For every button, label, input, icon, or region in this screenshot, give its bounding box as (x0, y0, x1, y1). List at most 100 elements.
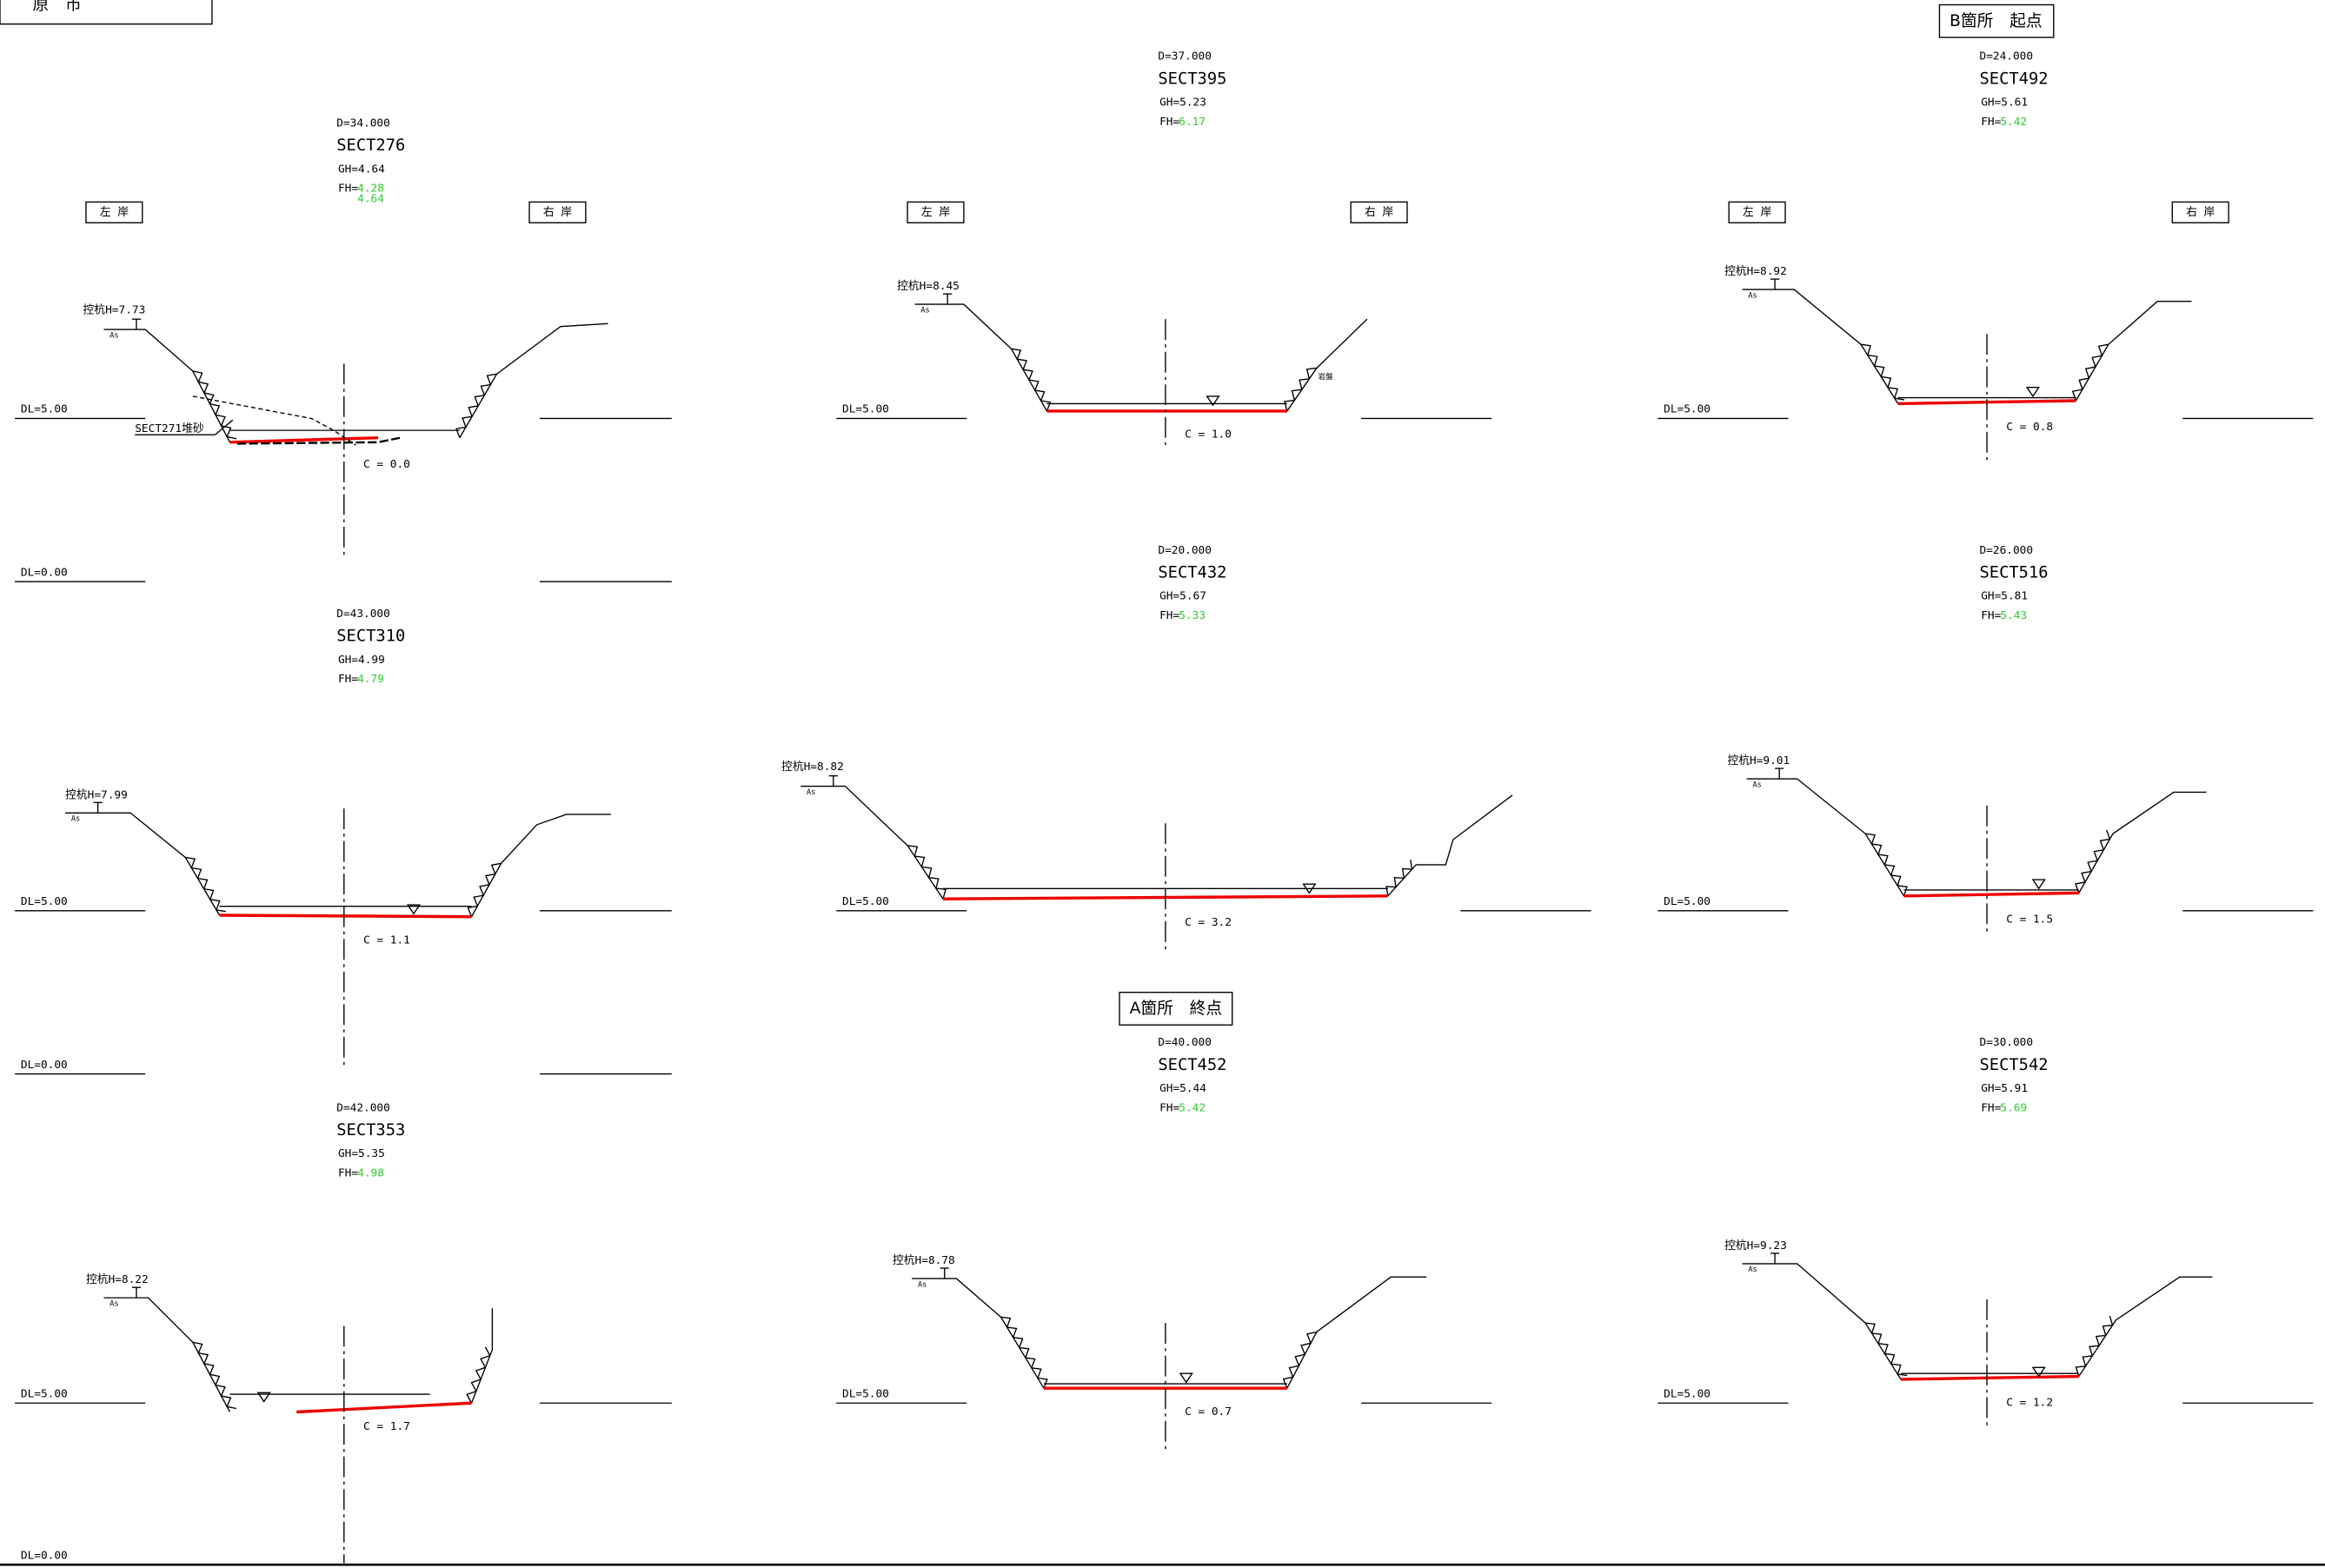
ground-left (65, 812, 221, 916)
revetment (2071, 343, 2109, 402)
b-start-text: B箇所 起点 (1950, 11, 2043, 30)
water-mark (1206, 395, 1220, 407)
bank-label: 右 岸 (2186, 206, 2215, 219)
datum-label: DL=0.00 (21, 1059, 68, 1072)
bank-label: 左 岸 (921, 206, 950, 219)
as-label: As (1748, 291, 1757, 300)
section-name: SECT492 (1980, 70, 2049, 88)
fh: 5.69 (2000, 1101, 2027, 1114)
fh: 4.98 (357, 1166, 384, 1179)
riverbed (1901, 1374, 2079, 1381)
riverbed (229, 435, 379, 444)
fh: 5.42 (2000, 116, 2027, 129)
bank-label: 左 岸 (100, 206, 129, 219)
gh: GH=5.44 (1159, 1082, 1206, 1095)
ground-right (459, 322, 608, 438)
gh: GH=5.67 (1159, 590, 1206, 603)
revetment (1000, 1316, 1048, 1389)
stake-label: 控杭H=8.45 (897, 280, 960, 293)
revetment (1011, 348, 1052, 412)
fh: 4.64 (357, 192, 384, 205)
ground-left (1742, 289, 1899, 404)
deposit-label: SECT271堆砂 (135, 422, 204, 435)
ground-right (1387, 794, 1513, 897)
fh-prefix: FH= (1159, 609, 1179, 622)
section-name: SECT542 (1980, 1056, 2049, 1074)
revetment (185, 856, 226, 913)
section-name: SECT310 (336, 628, 405, 646)
fh-prefix: FH= (1981, 609, 2001, 622)
c-label: C = 1.7 (363, 1420, 410, 1433)
datum-label: DL=5.00 (21, 895, 68, 908)
fh: 6.17 (1179, 116, 1206, 129)
revetment (466, 1346, 491, 1404)
section-name: SECT516 (1980, 563, 2049, 581)
datum-label: DL=5.00 (842, 403, 889, 416)
ground-left (914, 303, 1048, 412)
c-label: C = 0.0 (363, 458, 410, 471)
gh: GH=5.61 (1981, 96, 2028, 110)
ground-right (470, 814, 611, 918)
revetment (907, 845, 947, 900)
distance: D=42.000 (336, 1101, 390, 1114)
ground-right (2078, 791, 2207, 894)
fh: 5.43 (2000, 609, 2027, 622)
distance: D=24.000 (1980, 50, 2034, 63)
bank-box (528, 201, 587, 223)
ground-left (800, 785, 944, 900)
bank-box (1350, 201, 1408, 223)
revetment (192, 370, 237, 440)
revetment (2075, 1315, 2114, 1377)
revetment (1865, 1322, 1908, 1377)
distance: D=34.000 (336, 116, 390, 130)
water-mark (1179, 1372, 1193, 1384)
distance: D=40.000 (1158, 1036, 1212, 1049)
datum-label: DL=0.00 (21, 1549, 68, 1562)
as-label: As (110, 1299, 118, 1308)
ground-left (912, 1278, 1045, 1389)
section-name: SECT432 (1158, 563, 1226, 581)
gh: GH=5.91 (1981, 1082, 2028, 1095)
c-label: C = 0.8 (2006, 421, 2053, 434)
as-label: As (918, 1280, 927, 1289)
riverbed (219, 914, 472, 919)
gh: GH=4.64 (338, 163, 385, 176)
as-label: As (1748, 1266, 1757, 1274)
a-end-box (1119, 992, 1233, 1026)
water-mark (256, 1392, 271, 1403)
fh-prefix: FH= (338, 183, 358, 196)
section-name: SECT276 (336, 136, 405, 155)
riverbed (1903, 891, 2079, 898)
a-end-text: A箇所 終点 (1130, 999, 1223, 1018)
ground-right (470, 1308, 494, 1404)
bank-box (2171, 201, 2229, 223)
old-bed (236, 436, 401, 445)
stake-label: 控杭H=9.01 (1727, 754, 1790, 767)
section-name: SECT395 (1158, 70, 1226, 88)
c-label: C = 1.5 (2006, 914, 2053, 927)
bank-label: 右 岸 (1365, 206, 1393, 219)
title-text: 原 市 (33, 0, 82, 14)
revetment (1284, 367, 1318, 412)
water-mark (1302, 883, 1317, 894)
datum-label: DL=5.00 (1664, 1388, 1711, 1401)
distance: D=37.000 (1158, 50, 1212, 63)
c-label: C = 1.2 (2006, 1397, 2053, 1410)
as-label: As (110, 331, 118, 340)
fh-prefix: FH= (338, 1166, 358, 1179)
section-name: SECT353 (336, 1121, 405, 1139)
c-label: C = 1.1 (363, 933, 410, 947)
revetment (1385, 860, 1413, 896)
stake-label: 控杭H=7.73 (83, 303, 146, 316)
ground-right (2078, 1276, 2213, 1377)
revetment (192, 1341, 237, 1410)
revetment (455, 373, 497, 438)
distance: D=26.000 (1980, 544, 2034, 557)
stake-label: 控杭H=8.22 (86, 1273, 149, 1286)
stake-label: 控杭H=8.92 (1724, 265, 1787, 278)
gh: GH=5.35 (338, 1147, 385, 1160)
water-mark (2031, 1366, 2046, 1378)
distance: D=30.000 (1980, 1036, 2034, 1049)
ground-left (1746, 778, 1905, 897)
